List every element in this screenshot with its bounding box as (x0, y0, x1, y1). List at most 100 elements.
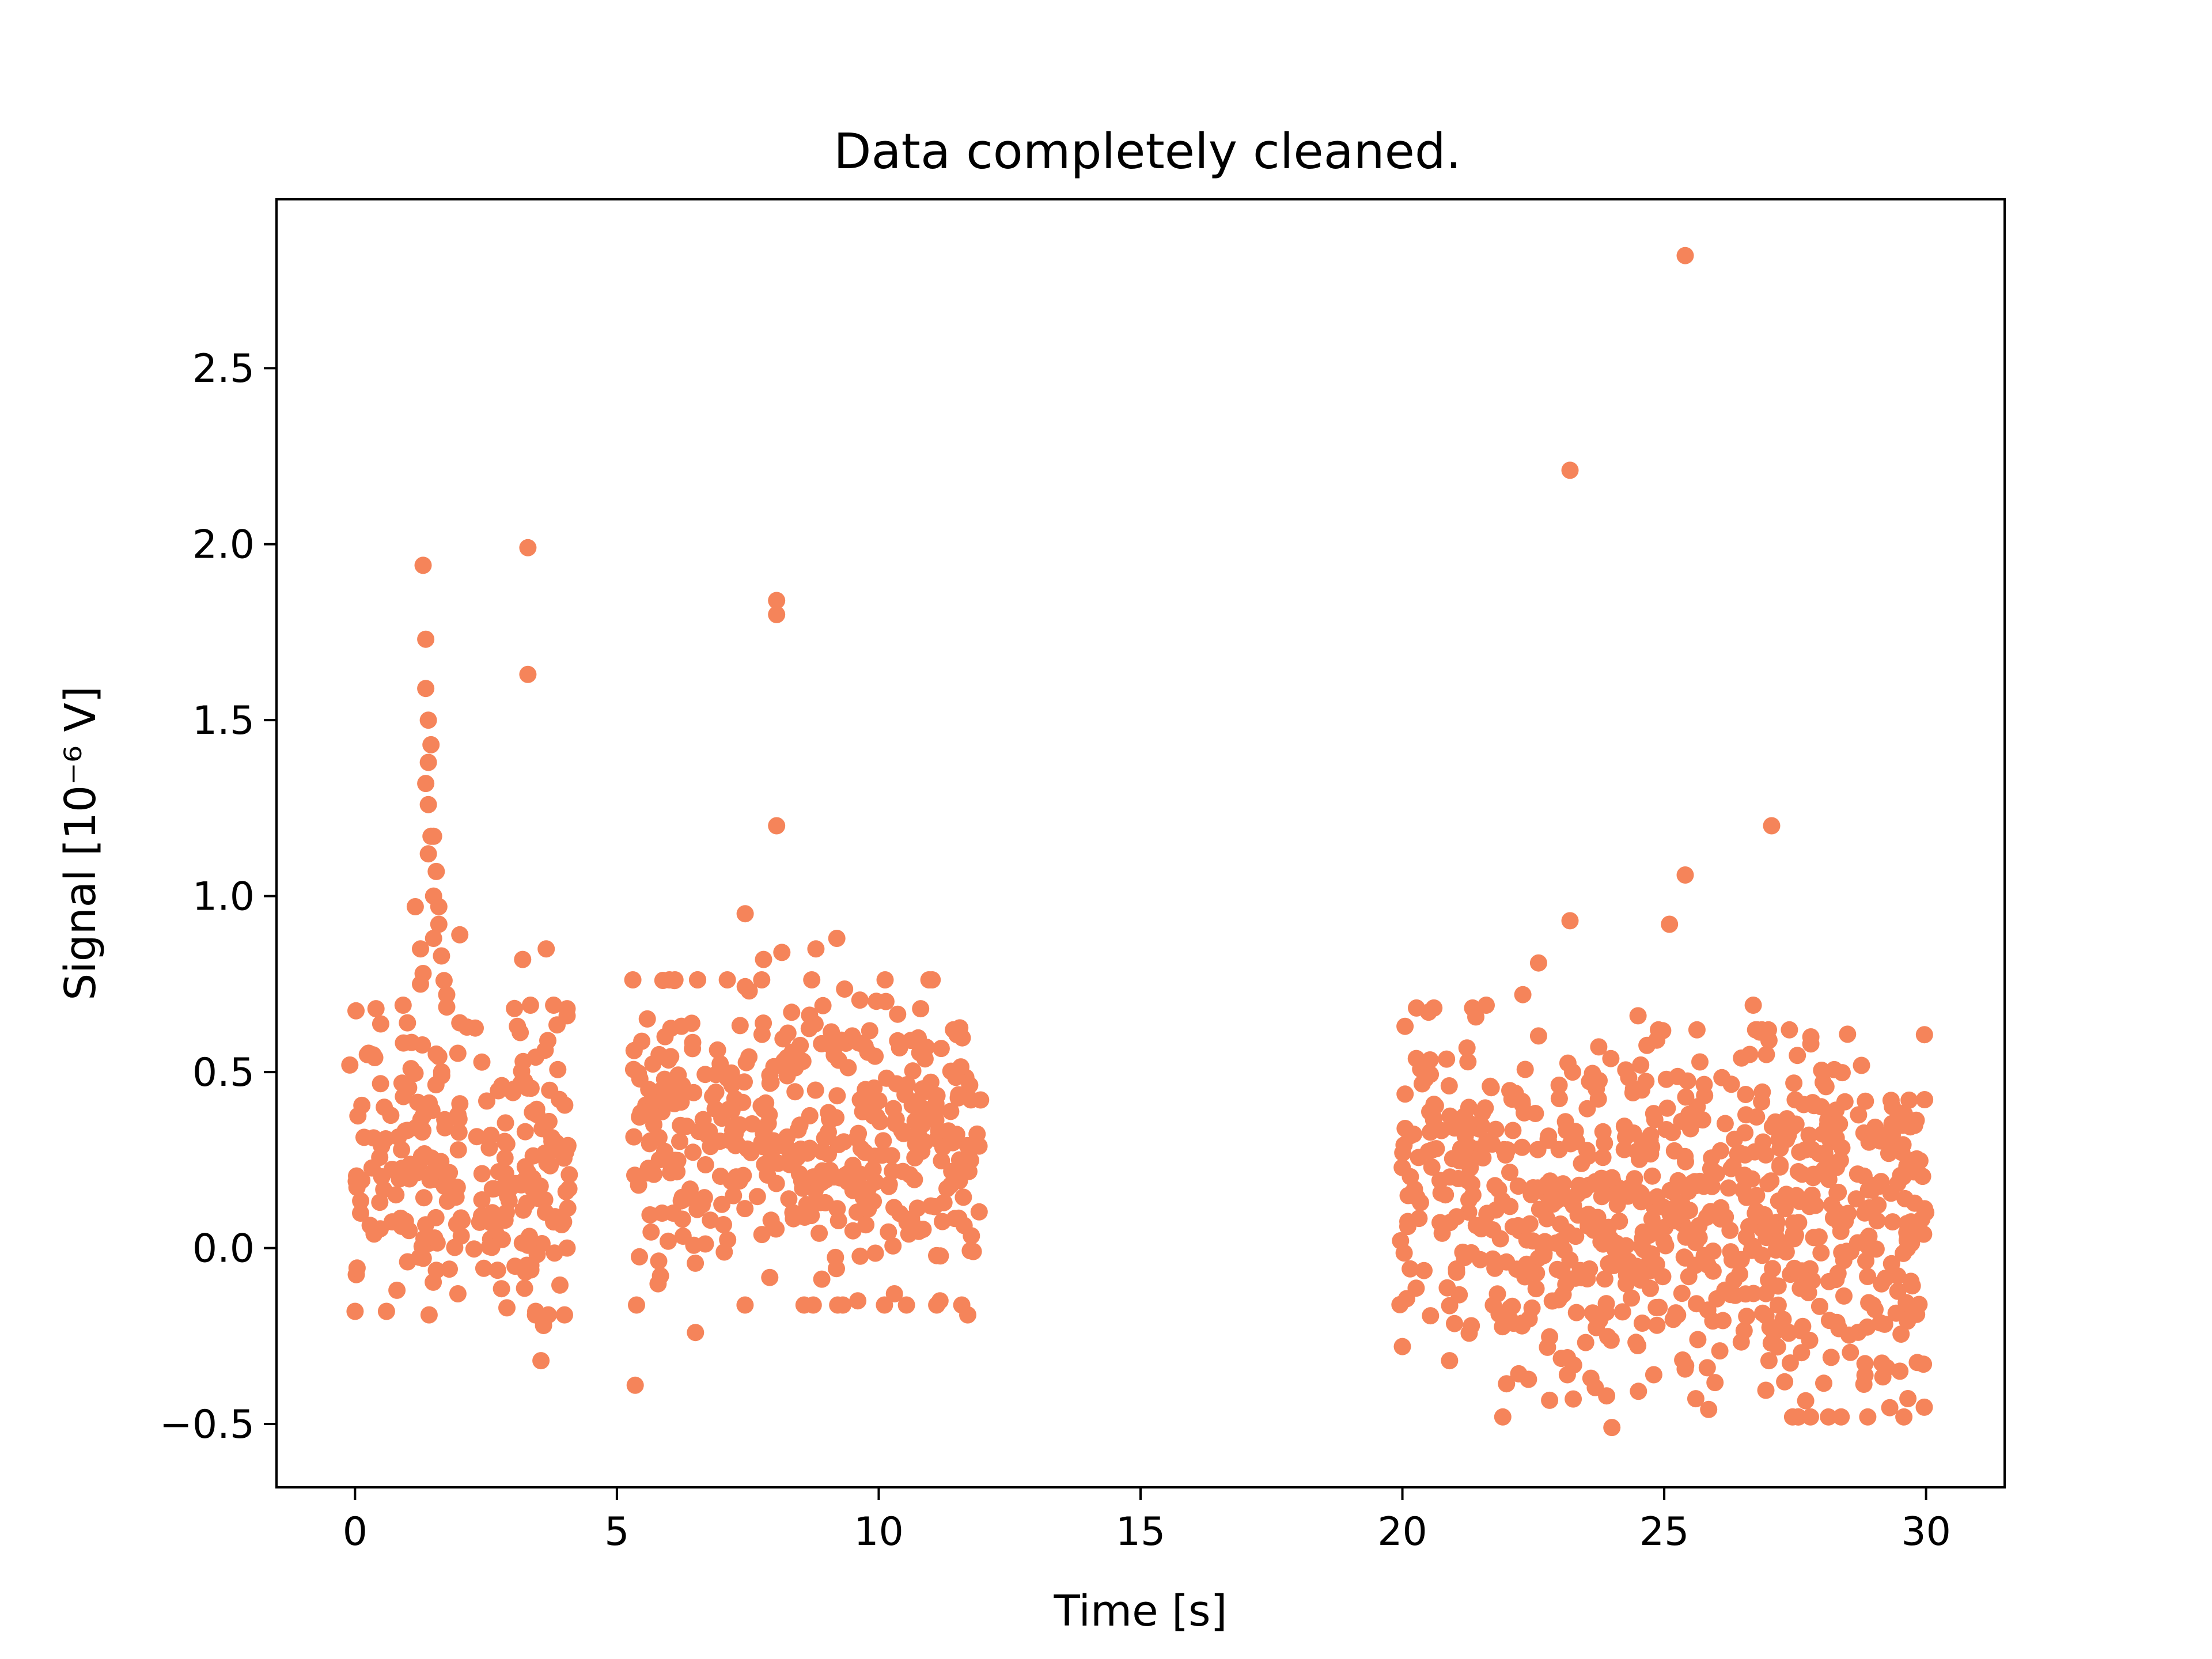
data-point (1677, 1088, 1695, 1106)
data-point (1484, 1221, 1502, 1238)
y-axis: −0.5 0.0 0.5 1.0 1.5 2.0 2.5 (160, 346, 276, 1448)
data-point (1768, 1338, 1786, 1356)
data-point (1441, 1352, 1459, 1370)
data-point (475, 1259, 493, 1277)
data-point (641, 1132, 659, 1150)
x-tick-label: 30 (1901, 1509, 1951, 1555)
data-point (668, 1163, 686, 1181)
data-point (891, 1039, 908, 1056)
data-point (1580, 1217, 1597, 1235)
data-point (1534, 1238, 1552, 1256)
data-point (1529, 1179, 1547, 1197)
data-point (1543, 1292, 1561, 1310)
data-point (1567, 1304, 1585, 1321)
data-point (490, 1082, 507, 1100)
data-point (450, 1110, 468, 1128)
data-point (1802, 1035, 1820, 1053)
data-point (375, 1181, 393, 1198)
data-point (1906, 1116, 1923, 1134)
data-point (521, 997, 539, 1014)
data-point (767, 1175, 785, 1192)
data-point (914, 1221, 932, 1238)
x-tick-label: 20 (1377, 1509, 1427, 1555)
data-point (955, 1188, 972, 1206)
data-point (1531, 1200, 1548, 1218)
data-point (1578, 1100, 1596, 1118)
data-point (876, 1296, 893, 1314)
data-point (1508, 1260, 1526, 1278)
data-point (1676, 247, 1694, 264)
data-point (641, 1206, 659, 1224)
data-point (348, 1259, 366, 1277)
data-point (1482, 1077, 1499, 1095)
data-point (736, 905, 754, 923)
data-point (1434, 1215, 1452, 1233)
data-point (1917, 1203, 1935, 1221)
data-point (1647, 1298, 1665, 1316)
data-point (1487, 1201, 1505, 1219)
data-point (1868, 1212, 1886, 1230)
data-point (509, 1017, 527, 1035)
data-point (813, 1035, 831, 1052)
data-point (773, 944, 791, 961)
data-point (408, 1164, 426, 1181)
data-point (1392, 1232, 1410, 1249)
data-point (1813, 1062, 1831, 1079)
data-point (1781, 1021, 1798, 1039)
data-point (1594, 1149, 1612, 1166)
data-point (715, 1216, 732, 1233)
data-point (820, 1145, 837, 1163)
data-point (868, 993, 885, 1010)
data-point (365, 1225, 383, 1243)
data-point (1716, 1115, 1734, 1132)
data-point (722, 1064, 740, 1082)
data-point (1822, 1349, 1840, 1366)
data-point (545, 997, 563, 1014)
data-point (1629, 1337, 1647, 1354)
data-point (1849, 1323, 1867, 1341)
data-point (1673, 1112, 1691, 1130)
data-point (1825, 1060, 1843, 1078)
data-point (1861, 1199, 1878, 1217)
data-point (1632, 1193, 1650, 1211)
data-point (1915, 1026, 1933, 1044)
data-point (441, 1164, 459, 1181)
data-point (755, 1014, 772, 1032)
data-point (1793, 1344, 1810, 1362)
data-point (498, 1299, 516, 1317)
data-point (1722, 1160, 1740, 1177)
data-point (1702, 1160, 1719, 1177)
data-point (1816, 1145, 1834, 1162)
data-point (425, 827, 442, 845)
data-point (1569, 1206, 1587, 1224)
data-point (1859, 1408, 1877, 1426)
data-point (1648, 1316, 1666, 1334)
data-point (1856, 1355, 1874, 1373)
data-point (1558, 1122, 1575, 1139)
data-point (1640, 1226, 1658, 1244)
data-point (1835, 1287, 1853, 1305)
data-point (700, 1122, 718, 1140)
data-point (844, 1222, 862, 1240)
data-point (450, 1123, 468, 1141)
data-point (400, 1079, 418, 1097)
data-point (625, 1128, 643, 1146)
data-point (830, 1051, 847, 1069)
data-point (874, 1146, 892, 1163)
data-point (1613, 1183, 1631, 1201)
data-point (857, 1216, 875, 1234)
data-point (1420, 1003, 1437, 1021)
data-point (895, 1124, 912, 1142)
data-point (761, 1268, 779, 1286)
data-point (1570, 1176, 1588, 1194)
data-point (1665, 1142, 1683, 1160)
data-point (539, 1032, 556, 1050)
data-point (1745, 1285, 1762, 1302)
data-point (868, 1108, 885, 1126)
data-point (912, 1000, 930, 1018)
data-point (813, 1270, 831, 1288)
data-point (1643, 1210, 1661, 1228)
data-point (436, 1119, 454, 1137)
data-point (372, 1075, 389, 1093)
data-point (451, 926, 469, 944)
